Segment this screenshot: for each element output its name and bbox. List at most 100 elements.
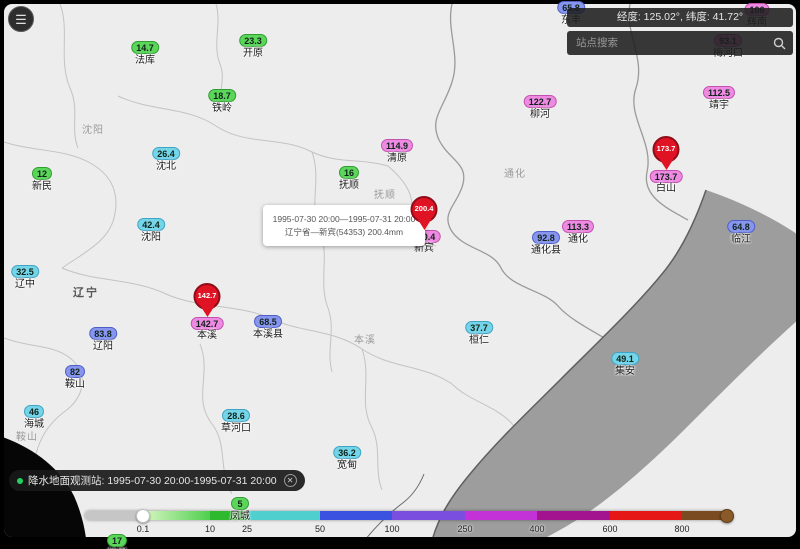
station-value-badge[interactable]: 46	[23, 405, 45, 418]
legend-handle-max[interactable]	[720, 508, 734, 523]
station-value-badge[interactable]: 122.7	[523, 95, 557, 108]
station-name-label: 法库	[135, 55, 155, 66]
legend-segment	[392, 511, 465, 520]
station-value-badge[interactable]: 28.6	[222, 409, 250, 422]
station-海城[interactable]: 46 海城	[23, 405, 45, 431]
station-抚顺[interactable]: 16 抚顺	[338, 166, 360, 192]
station-通化县[interactable]: 92.8 通化县	[531, 231, 561, 257]
legend-tick-label: 600	[602, 524, 618, 534]
station-value-badge[interactable]: 114.9	[380, 139, 414, 152]
station-value-badge[interactable]: 36.2	[333, 446, 361, 459]
station-法库[interactable]: 14.7 法库	[131, 41, 159, 67]
station-name-label: 沈阳	[141, 232, 161, 243]
station-凤城[interactable]: 5 凤城	[230, 497, 250, 523]
station-临江[interactable]: 64.8 临江	[727, 220, 755, 246]
station-辽中[interactable]: 32.5 辽中	[11, 265, 39, 291]
station-name-label: 草河口	[221, 423, 251, 434]
legend-segment	[465, 511, 537, 520]
station-name-label: 通化	[568, 234, 588, 245]
legend-tick-label: 25	[241, 524, 253, 534]
menu-button[interactable]: ☰	[8, 6, 34, 32]
legend-color-bar[interactable]	[85, 511, 731, 520]
station-柳河[interactable]: 122.7 柳河	[523, 95, 557, 121]
station-value-badge[interactable]: 37.7	[465, 321, 493, 334]
station-value-badge[interactable]: 5	[231, 497, 249, 510]
station-草河口[interactable]: 28.6 草河口	[221, 409, 251, 435]
layer-status-pill[interactable]: 降水地面观测站: 1995-07-30 20:00-1995-07-31 20:…	[9, 470, 305, 491]
legend-tick-label: 400	[529, 524, 545, 534]
station-value-badge[interactable]: 83.8	[89, 327, 117, 340]
legend-tick-label: 250	[457, 524, 473, 534]
station-name-label: 沈北	[156, 161, 176, 172]
station-value-badge[interactable]: 42.4	[137, 218, 165, 231]
station-value-badge[interactable]: 82	[64, 365, 86, 378]
station-岫岩[interactable]: 17岫岩	[106, 534, 128, 549]
station-name-label: 桓仁	[469, 335, 489, 346]
station-name-label: 靖宇	[709, 100, 729, 111]
station-value-badge[interactable]: 12	[31, 167, 53, 180]
station-name-label: 宽甸	[337, 460, 357, 471]
station-value-badge[interactable]: 14.7	[131, 41, 159, 54]
region-label-鞍山: 鞍山	[16, 432, 38, 443]
station-鞍山[interactable]: 82 鞍山	[64, 365, 86, 391]
tooltip-timerange: 1995-07-30 20:00—1995-07-31 20:00	[272, 213, 416, 224]
station-新民[interactable]: 12 新民	[31, 167, 53, 193]
search-input[interactable]	[574, 36, 773, 50]
station-value-badge[interactable]: 49.1	[611, 352, 639, 365]
station-name-label: 海城	[23, 419, 44, 430]
map-pin-本溪[interactable]: 142.7	[193, 283, 221, 310]
legend-tick-label: 10	[204, 524, 216, 534]
legend-segment	[610, 511, 682, 520]
legend-segment	[537, 511, 610, 520]
station-value-badge[interactable]: 113.3	[561, 220, 595, 233]
station-name-label: 本溪	[197, 330, 217, 341]
station-宽甸[interactable]: 36.2 宽甸	[333, 446, 361, 472]
station-铁岭[interactable]: 18.7 铁岭	[208, 89, 236, 115]
search-icon[interactable]	[773, 37, 786, 50]
station-value-badge[interactable]: 32.5	[11, 265, 39, 278]
station-本溪县[interactable]: 68.5 本溪县	[253, 315, 283, 341]
station-search[interactable]	[567, 31, 793, 55]
close-icon[interactable]: ✕	[283, 474, 297, 487]
station-value-badge[interactable]: 92.8	[532, 231, 560, 244]
map-pin-白山[interactable]: 173.7	[652, 136, 680, 163]
legend-segment	[682, 511, 731, 520]
station-value-badge[interactable]: 68.5	[254, 315, 282, 328]
station-tooltip: 1995-07-30 20:00—1995-07-31 20:00 辽宁省—新宾…	[263, 205, 425, 246]
region-label-通化: 通化	[504, 169, 526, 180]
station-value-badge[interactable]: 18.7	[208, 89, 236, 102]
coordinates-display: 经度: 125.02°, 纬度: 41.72°	[567, 8, 793, 27]
station-name-label: 本溪县	[253, 329, 283, 340]
station-name-label: 凤城	[230, 511, 250, 522]
region-label-沈阳: 沈阳	[82, 125, 104, 136]
station-name-label: 柳河	[530, 109, 550, 120]
station-name-label: 鞍山	[64, 379, 85, 390]
legend-handle-min[interactable]	[136, 508, 150, 523]
station-name-label: 临江	[731, 234, 751, 245]
region-label-抚顺: 抚顺	[374, 190, 396, 201]
station-桓仁[interactable]: 37.7 桓仁	[465, 321, 493, 347]
station-清原[interactable]: 114.9 清原	[380, 139, 414, 165]
station-value-badge[interactable]: 112.5	[702, 86, 736, 99]
station-value-badge[interactable]: 16	[338, 166, 360, 179]
station-沈北[interactable]: 26.4 沈北	[152, 147, 180, 173]
station-value-badge[interactable]: 17	[106, 534, 128, 547]
station-集安[interactable]: 49.1 集安	[611, 352, 639, 378]
station-name-label: 白山	[656, 183, 676, 194]
station-value-badge[interactable]: 23.3	[239, 34, 267, 47]
station-通化[interactable]: 113.3 通化	[561, 220, 595, 246]
station-辽阳[interactable]: 83.8 辽阳	[89, 327, 117, 353]
station-沈阳[interactable]: 42.4 沈阳	[137, 218, 165, 244]
region-label-本溪: 本溪	[354, 335, 376, 346]
station-靖宇[interactable]: 112.5 靖宇	[702, 86, 736, 112]
station-name-label: 抚顺	[338, 180, 359, 191]
station-value-badge[interactable]: 64.8	[727, 220, 755, 233]
station-开原[interactable]: 23.3 开原	[239, 34, 267, 60]
legend-segment	[85, 511, 143, 520]
station-name-label: 通化县	[531, 245, 561, 256]
map-pin-新宾[interactable]: 200.4	[410, 196, 438, 223]
station-value-badge[interactable]: 26.4	[152, 147, 180, 160]
